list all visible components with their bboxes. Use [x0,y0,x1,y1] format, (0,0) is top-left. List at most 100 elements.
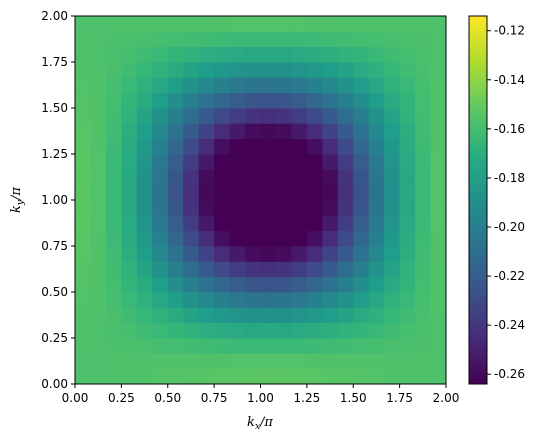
heatmap-cell [152,230,169,247]
heatmap-cell [260,230,277,247]
heatmap-cell [229,138,246,155]
heatmap-cell [167,184,184,201]
heatmap-cell [275,16,292,32]
heatmap-cell [214,108,230,124]
heatmap-cell [121,138,138,155]
heatmap-cell [322,322,339,339]
heatmap-cell [399,169,416,186]
heatmap-cell [152,322,169,339]
heatmap-cell [136,77,153,94]
heatmap-cell [136,292,153,308]
heatmap-cell [291,46,308,63]
heatmap-cell [415,353,431,370]
heatmap-cell [291,16,308,32]
heatmap-cell [152,338,169,354]
y-tick-label: 0.00 [41,377,68,391]
heatmap-cell [75,92,91,109]
heatmap-cell [183,215,200,232]
heatmap-cell [399,46,416,63]
heatmap-cell [229,77,246,94]
heatmap-cell [430,138,447,155]
heatmap-cell [322,338,339,354]
heatmap-cell [368,92,385,109]
heatmap-cell [105,92,122,109]
heatmap-cell [90,46,107,63]
heatmap-cell [198,307,215,324]
heatmap-cell [198,200,215,216]
heatmap-cell [384,16,401,32]
heatmap-cell [105,200,122,216]
heatmap-cell [214,184,230,201]
heatmap-cell [90,292,107,308]
heatmap-cell [368,184,385,201]
heatmap-cell [90,108,107,124]
heatmap-cell [384,123,401,140]
heatmap-cell [368,108,385,124]
heatmap-cell [430,169,447,186]
heatmap-cell [430,154,447,170]
heatmap-cell [75,169,91,186]
heatmap-cell [136,92,153,109]
heatmap-cell [384,276,401,293]
heatmap-cell [399,200,416,216]
heatmap-cell [214,31,230,48]
heatmap-cell [136,31,153,48]
heatmap-cell [368,77,385,94]
heatmap-cell [291,62,308,78]
heatmap-cell [167,123,184,140]
heatmap-cell [384,368,401,385]
heatmap-cell [260,307,277,324]
heatmap-cell [167,307,184,324]
heatmap-cell [152,261,169,278]
heatmap-cell [430,338,447,354]
heatmap-cell [90,322,107,339]
heatmap-cell [415,123,431,140]
heatmap-cell [275,276,292,293]
heatmap-cell [105,154,122,170]
heatmap-cell [322,77,339,94]
heatmap-cell [245,261,261,278]
heatmap-cell [368,215,385,232]
heatmap-cell [75,46,91,63]
heatmap-cell [229,368,246,385]
heatmap-cell [121,46,138,63]
heatmap-cell [214,292,230,308]
heatmap-cell [229,154,246,170]
heatmap-cell [260,261,277,278]
heatmap-cell [337,353,354,370]
heatmap-cell [415,307,431,324]
heatmap-cell [245,16,261,32]
heatmap-cell [121,292,138,308]
heatmap-cell [322,169,339,186]
heatmap-cell [306,169,323,186]
heatmap-cell [75,322,91,339]
heatmap-cell [75,338,91,354]
colorbar-tick-label: -0.14 [494,73,525,87]
heatmap-cell [353,108,370,124]
heatmap-cell [399,338,416,354]
heatmap-cell [306,322,323,339]
heatmap-cell [399,261,416,278]
heatmap-cell [275,261,292,278]
heatmap-cell [399,215,416,232]
heatmap-cell [337,169,354,186]
heatmap-cell [322,154,339,170]
heatmap-cell [415,322,431,339]
heatmap-cell [90,31,107,48]
heatmap-cell [121,261,138,278]
heatmap-cell [90,200,107,216]
heatmap-cell [198,138,215,155]
heatmap-cell [384,77,401,94]
heatmap-cell [368,338,385,354]
heatmap-cell [430,77,447,94]
heatmap-cell [229,16,246,32]
heatmap-cell [399,246,416,262]
heatmap-cell [306,46,323,63]
heatmap-cell [384,31,401,48]
heatmap-cell [245,246,261,262]
heatmap-cell [399,77,416,94]
heatmap-cell [245,169,261,186]
heatmap-cell [430,246,447,262]
heatmap-cell [105,123,122,140]
heatmap-cell [291,138,308,155]
